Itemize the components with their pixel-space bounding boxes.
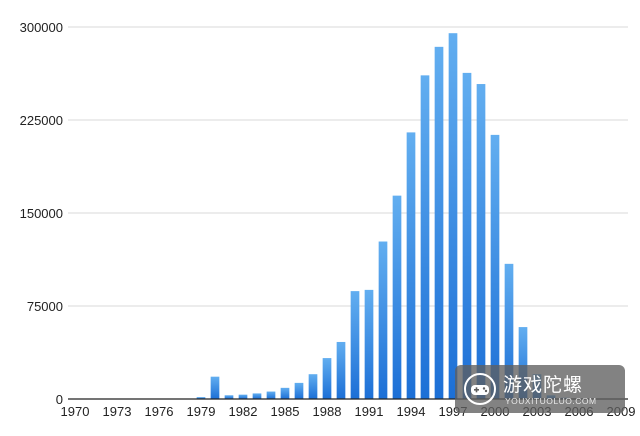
- x-tick-label: 1973: [103, 404, 132, 419]
- bar-1986: [294, 382, 304, 399]
- x-tick-label: 1994: [397, 404, 426, 419]
- bar-1982: [238, 394, 248, 399]
- bar-1987: [308, 374, 318, 399]
- bar-1997: [448, 33, 458, 399]
- bar-1998: [462, 72, 472, 399]
- bar-1983: [252, 393, 262, 399]
- x-tick-label: 1988: [313, 404, 342, 419]
- watermark-badge: 游戏陀螺 YOUXITUOLUO.COM: [455, 365, 625, 413]
- bar-1988: [322, 358, 332, 399]
- bar-1999: [476, 84, 486, 399]
- y-tick-label: 150000: [20, 206, 63, 221]
- bar-1996: [434, 46, 444, 400]
- bar-1991: [364, 289, 374, 399]
- x-tick-label: 1979: [187, 404, 216, 419]
- x-tick-label: 1970: [61, 404, 90, 419]
- bar-1995: [420, 75, 430, 400]
- gamepad-logo-icon: [464, 373, 496, 405]
- x-tick-label: 1985: [271, 404, 300, 419]
- watermark-text: 游戏陀螺: [503, 374, 584, 396]
- y-tick-label: 75000: [27, 299, 63, 314]
- bar-1992: [378, 241, 388, 399]
- bar-1979: [196, 397, 206, 399]
- bar-1984: [266, 391, 276, 399]
- bar-1980: [210, 376, 220, 399]
- y-tick-label: 300000: [20, 20, 63, 35]
- bar-1990: [350, 291, 360, 399]
- bar-1989: [336, 341, 346, 399]
- x-tick-label: 1982: [229, 404, 258, 419]
- bar-1981: [224, 395, 234, 399]
- y-tick-label: 225000: [20, 113, 63, 128]
- bar-1993: [392, 195, 402, 399]
- bar-2001: [504, 263, 514, 399]
- bar-1994: [406, 132, 416, 399]
- x-tick-label: 1991: [355, 404, 384, 419]
- y-tick-label: 0: [56, 392, 63, 407]
- bar-1985: [280, 387, 290, 399]
- bar-2000: [490, 134, 500, 399]
- bar-2002: [518, 327, 528, 399]
- x-tick-label: 1976: [145, 404, 174, 419]
- watermark-subtext: YOUXITUOLUO.COM: [505, 396, 597, 406]
